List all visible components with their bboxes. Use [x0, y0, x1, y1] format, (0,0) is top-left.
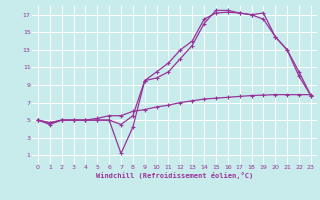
X-axis label: Windchill (Refroidissement éolien,°C): Windchill (Refroidissement éolien,°C) — [96, 172, 253, 179]
